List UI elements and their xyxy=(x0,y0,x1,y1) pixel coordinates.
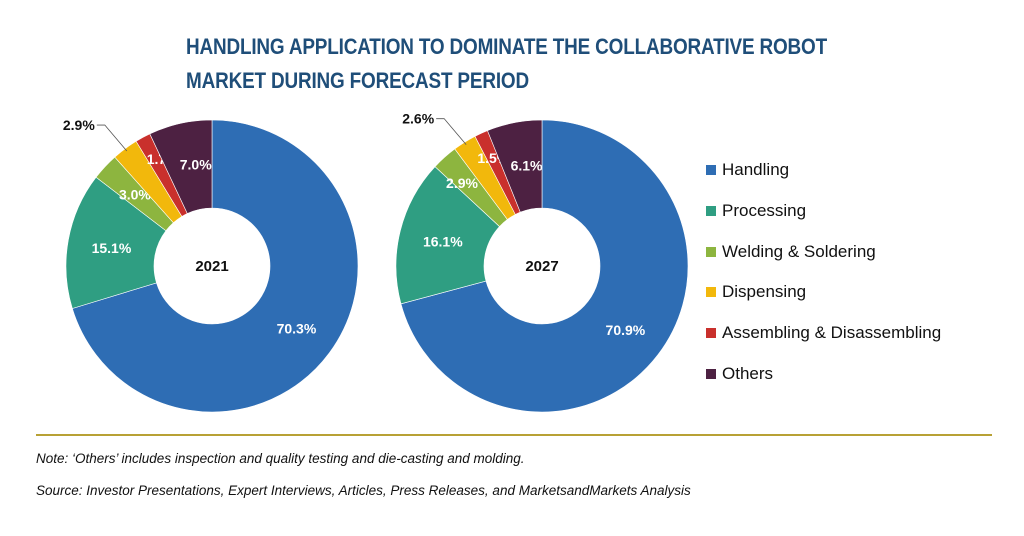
legend-label: Dispensing xyxy=(722,282,807,302)
legend-swatch xyxy=(706,287,716,298)
chart-title: HANDLING APPLICATION TO DOMINATE THE COL… xyxy=(186,34,827,93)
legend-item: Handling xyxy=(706,150,941,191)
leader-line xyxy=(96,124,128,152)
legend-label: Welding & Soldering xyxy=(722,241,876,261)
legend-item: Processing xyxy=(706,191,941,232)
donut-slice xyxy=(65,176,167,309)
donut-slice xyxy=(400,119,689,413)
donut-slice xyxy=(149,119,213,214)
legend-label: Processing xyxy=(722,201,807,221)
legend-item: Dispensing xyxy=(706,272,941,313)
donut-charts: 70.3%15.1%3.0%2.9%1.7%7.0%202170.9%16.1%… xyxy=(63,111,689,413)
slice-data-label: 70.3% xyxy=(277,321,317,337)
donut-center-year: 2021 xyxy=(195,258,228,275)
legend-item: Assembling & Disassembling xyxy=(706,313,941,354)
legend-item: Welding & Soldering xyxy=(706,231,941,272)
slice-data-label: 70.9% xyxy=(606,322,646,338)
legend-label: Others xyxy=(722,363,774,383)
legend-swatch xyxy=(706,328,716,339)
legend-swatch xyxy=(706,165,716,176)
donut-slice xyxy=(395,166,500,305)
legend-swatch xyxy=(706,206,716,217)
donut-slice xyxy=(487,119,543,213)
legend-label: Handling xyxy=(722,160,790,180)
slice-data-label: 6.1% xyxy=(511,158,543,174)
source-text: Source: Investor Presentations, Expert I… xyxy=(36,483,691,498)
legend-label: Assembling & Disassembling xyxy=(722,323,942,343)
donut-chart-2027: 70.9%16.1%2.9%2.6%1.5% 6.1%2027 xyxy=(395,111,689,413)
legend-swatch xyxy=(706,368,716,379)
leader-line xyxy=(436,118,467,145)
donut-slice xyxy=(71,119,359,413)
legend-swatch xyxy=(706,246,716,257)
chart-legend: Handling Processing Welding & Soldering Dis… xyxy=(706,150,941,394)
slice-data-label: 2.9% xyxy=(63,117,95,133)
footer-divider xyxy=(36,434,992,436)
slice-data-label: 15.1% xyxy=(92,240,132,256)
slice-data-label: 2.9% xyxy=(446,175,478,191)
slice-data-label: 7.0% xyxy=(180,156,212,172)
slice-data-label: 16.1% xyxy=(423,233,463,249)
note-text: Note: ‘Others’ includes inspection and q… xyxy=(36,451,525,466)
legend-item: Others xyxy=(706,353,941,394)
slice-data-label: 2.6% xyxy=(402,111,434,127)
donut-center-year: 2027 xyxy=(525,258,558,275)
donut-chart-2021: 70.3%15.1%3.0%2.9%1.7%7.0%2021 xyxy=(63,117,359,413)
slice-data-label: 3.0% xyxy=(119,187,151,203)
